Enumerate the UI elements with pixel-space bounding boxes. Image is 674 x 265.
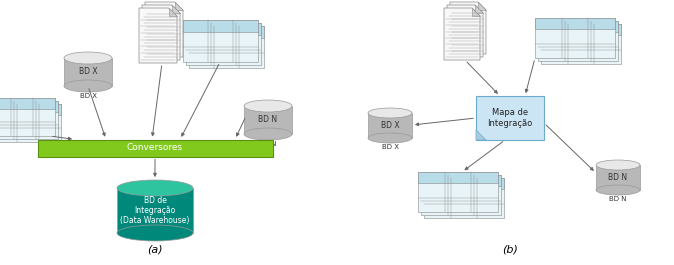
Text: BD N: BD N bbox=[259, 141, 277, 147]
FancyBboxPatch shape bbox=[244, 106, 292, 134]
FancyBboxPatch shape bbox=[117, 188, 193, 233]
Ellipse shape bbox=[368, 108, 412, 118]
Text: (a): (a) bbox=[147, 245, 163, 255]
Polygon shape bbox=[447, 5, 483, 57]
FancyBboxPatch shape bbox=[64, 58, 112, 86]
Ellipse shape bbox=[244, 100, 292, 112]
Text: Mapa de
Integração: Mapa de Integração bbox=[487, 108, 532, 128]
Text: BD X: BD X bbox=[381, 144, 398, 150]
Ellipse shape bbox=[596, 185, 640, 195]
FancyBboxPatch shape bbox=[596, 165, 640, 190]
FancyBboxPatch shape bbox=[0, 104, 61, 115]
Text: BD N: BD N bbox=[609, 173, 627, 182]
FancyBboxPatch shape bbox=[0, 104, 61, 142]
Polygon shape bbox=[142, 5, 180, 60]
Ellipse shape bbox=[117, 225, 193, 241]
FancyBboxPatch shape bbox=[185, 23, 260, 65]
Polygon shape bbox=[175, 2, 183, 10]
Ellipse shape bbox=[64, 80, 112, 92]
Polygon shape bbox=[472, 8, 480, 16]
FancyBboxPatch shape bbox=[418, 172, 498, 212]
FancyBboxPatch shape bbox=[418, 172, 498, 183]
FancyBboxPatch shape bbox=[535, 18, 615, 29]
FancyBboxPatch shape bbox=[183, 20, 257, 62]
Polygon shape bbox=[168, 8, 177, 16]
Polygon shape bbox=[475, 5, 483, 13]
FancyBboxPatch shape bbox=[0, 101, 57, 112]
FancyBboxPatch shape bbox=[0, 98, 55, 136]
Text: BD N: BD N bbox=[609, 196, 627, 202]
Text: Conversores: Conversores bbox=[127, 144, 183, 152]
Text: BD X: BD X bbox=[79, 68, 97, 77]
FancyBboxPatch shape bbox=[535, 18, 615, 58]
FancyBboxPatch shape bbox=[538, 21, 618, 61]
FancyBboxPatch shape bbox=[476, 96, 544, 140]
Text: BD X: BD X bbox=[381, 121, 399, 130]
Ellipse shape bbox=[117, 180, 193, 196]
Text: BD N: BD N bbox=[258, 116, 278, 125]
FancyBboxPatch shape bbox=[189, 26, 264, 68]
Text: BD X: BD X bbox=[80, 93, 96, 99]
Polygon shape bbox=[478, 2, 486, 10]
Polygon shape bbox=[139, 8, 177, 63]
FancyBboxPatch shape bbox=[424, 178, 504, 218]
FancyBboxPatch shape bbox=[0, 101, 57, 139]
Ellipse shape bbox=[244, 128, 292, 140]
Polygon shape bbox=[145, 2, 183, 57]
FancyBboxPatch shape bbox=[424, 178, 504, 189]
Polygon shape bbox=[172, 5, 180, 13]
FancyBboxPatch shape bbox=[421, 175, 501, 215]
Ellipse shape bbox=[368, 133, 412, 143]
FancyBboxPatch shape bbox=[183, 20, 257, 32]
Ellipse shape bbox=[64, 52, 112, 64]
Polygon shape bbox=[476, 130, 486, 140]
FancyBboxPatch shape bbox=[538, 21, 618, 32]
Text: BD de
Integração
(Data Warehouse): BD de Integração (Data Warehouse) bbox=[121, 196, 189, 226]
FancyBboxPatch shape bbox=[368, 113, 412, 138]
FancyBboxPatch shape bbox=[541, 24, 621, 35]
FancyBboxPatch shape bbox=[0, 98, 55, 109]
Text: (b): (b) bbox=[502, 245, 518, 255]
FancyBboxPatch shape bbox=[541, 24, 621, 64]
FancyBboxPatch shape bbox=[185, 23, 260, 35]
Ellipse shape bbox=[596, 160, 640, 170]
FancyBboxPatch shape bbox=[38, 139, 272, 157]
Polygon shape bbox=[450, 2, 486, 54]
FancyBboxPatch shape bbox=[421, 175, 501, 186]
Polygon shape bbox=[444, 8, 480, 60]
FancyBboxPatch shape bbox=[189, 26, 264, 38]
